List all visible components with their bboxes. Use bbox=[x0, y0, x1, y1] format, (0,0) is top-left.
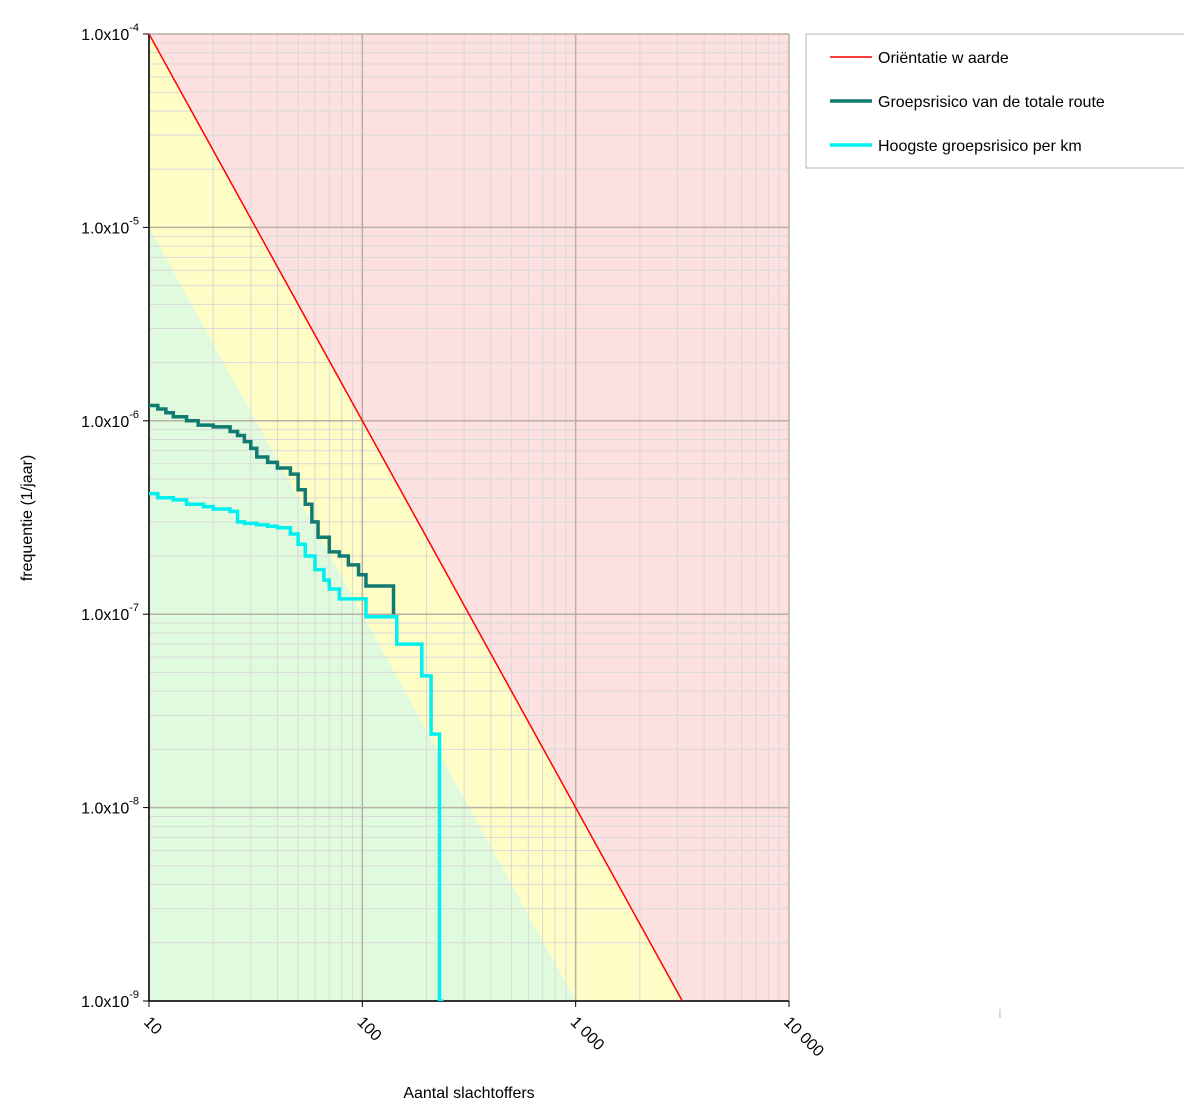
x-tick-label: 100 bbox=[354, 1014, 385, 1045]
y-axis-label: frequentie (1/jaar) bbox=[19, 455, 36, 581]
y-tick-label: 1.0x10-5 bbox=[81, 215, 139, 237]
series-per-km bbox=[149, 491, 444, 1001]
x-tick-label: 10 000 bbox=[780, 1014, 827, 1061]
y-tick-label: 1.0x10-9 bbox=[81, 989, 139, 1011]
legend: Oriëntatie w aarde Groepsrisico van de t… bbox=[805, 33, 1184, 169]
legend-label-totale-route: Groepsrisico van de totale route bbox=[878, 94, 1105, 111]
y-tick-label: 1.0x10-6 bbox=[81, 409, 139, 431]
x-tick-label: 10 bbox=[140, 1014, 165, 1039]
x-axis-label: Aantal slachtoffers bbox=[403, 1085, 534, 1102]
y-tick-labels: 1.0x10-4 1.0x10-5 1.0x10-6 1.0x10-7 1.0x10-8… bbox=[81, 22, 149, 1011]
series-layer bbox=[149, 34, 683, 1001]
y-tick-label: 1.0x10-8 bbox=[81, 796, 139, 818]
x-tick-labels: 10 100 1 000 10 000 bbox=[140, 1001, 827, 1061]
axes bbox=[148, 34, 789, 1002]
background-zones bbox=[149, 34, 789, 1001]
minor-gridlines bbox=[149, 34, 789, 1001]
x-tick-label: 1 000 bbox=[567, 1014, 607, 1054]
legend-label-per-km: Hoogste groepsrisico per km bbox=[878, 138, 1082, 155]
zone-above-orientation bbox=[149, 34, 789, 1001]
y-tick-label: 1.0x10-4 bbox=[81, 22, 139, 44]
series-orientatiewaarde bbox=[149, 34, 683, 1001]
legend-label-orientatiewaarde: Oriëntatie w aarde bbox=[878, 50, 1009, 67]
stray-mark: ¡ bbox=[998, 1003, 1003, 1019]
y-tick-label: 1.0x10-7 bbox=[81, 602, 139, 624]
series-totale-route bbox=[149, 403, 396, 615]
